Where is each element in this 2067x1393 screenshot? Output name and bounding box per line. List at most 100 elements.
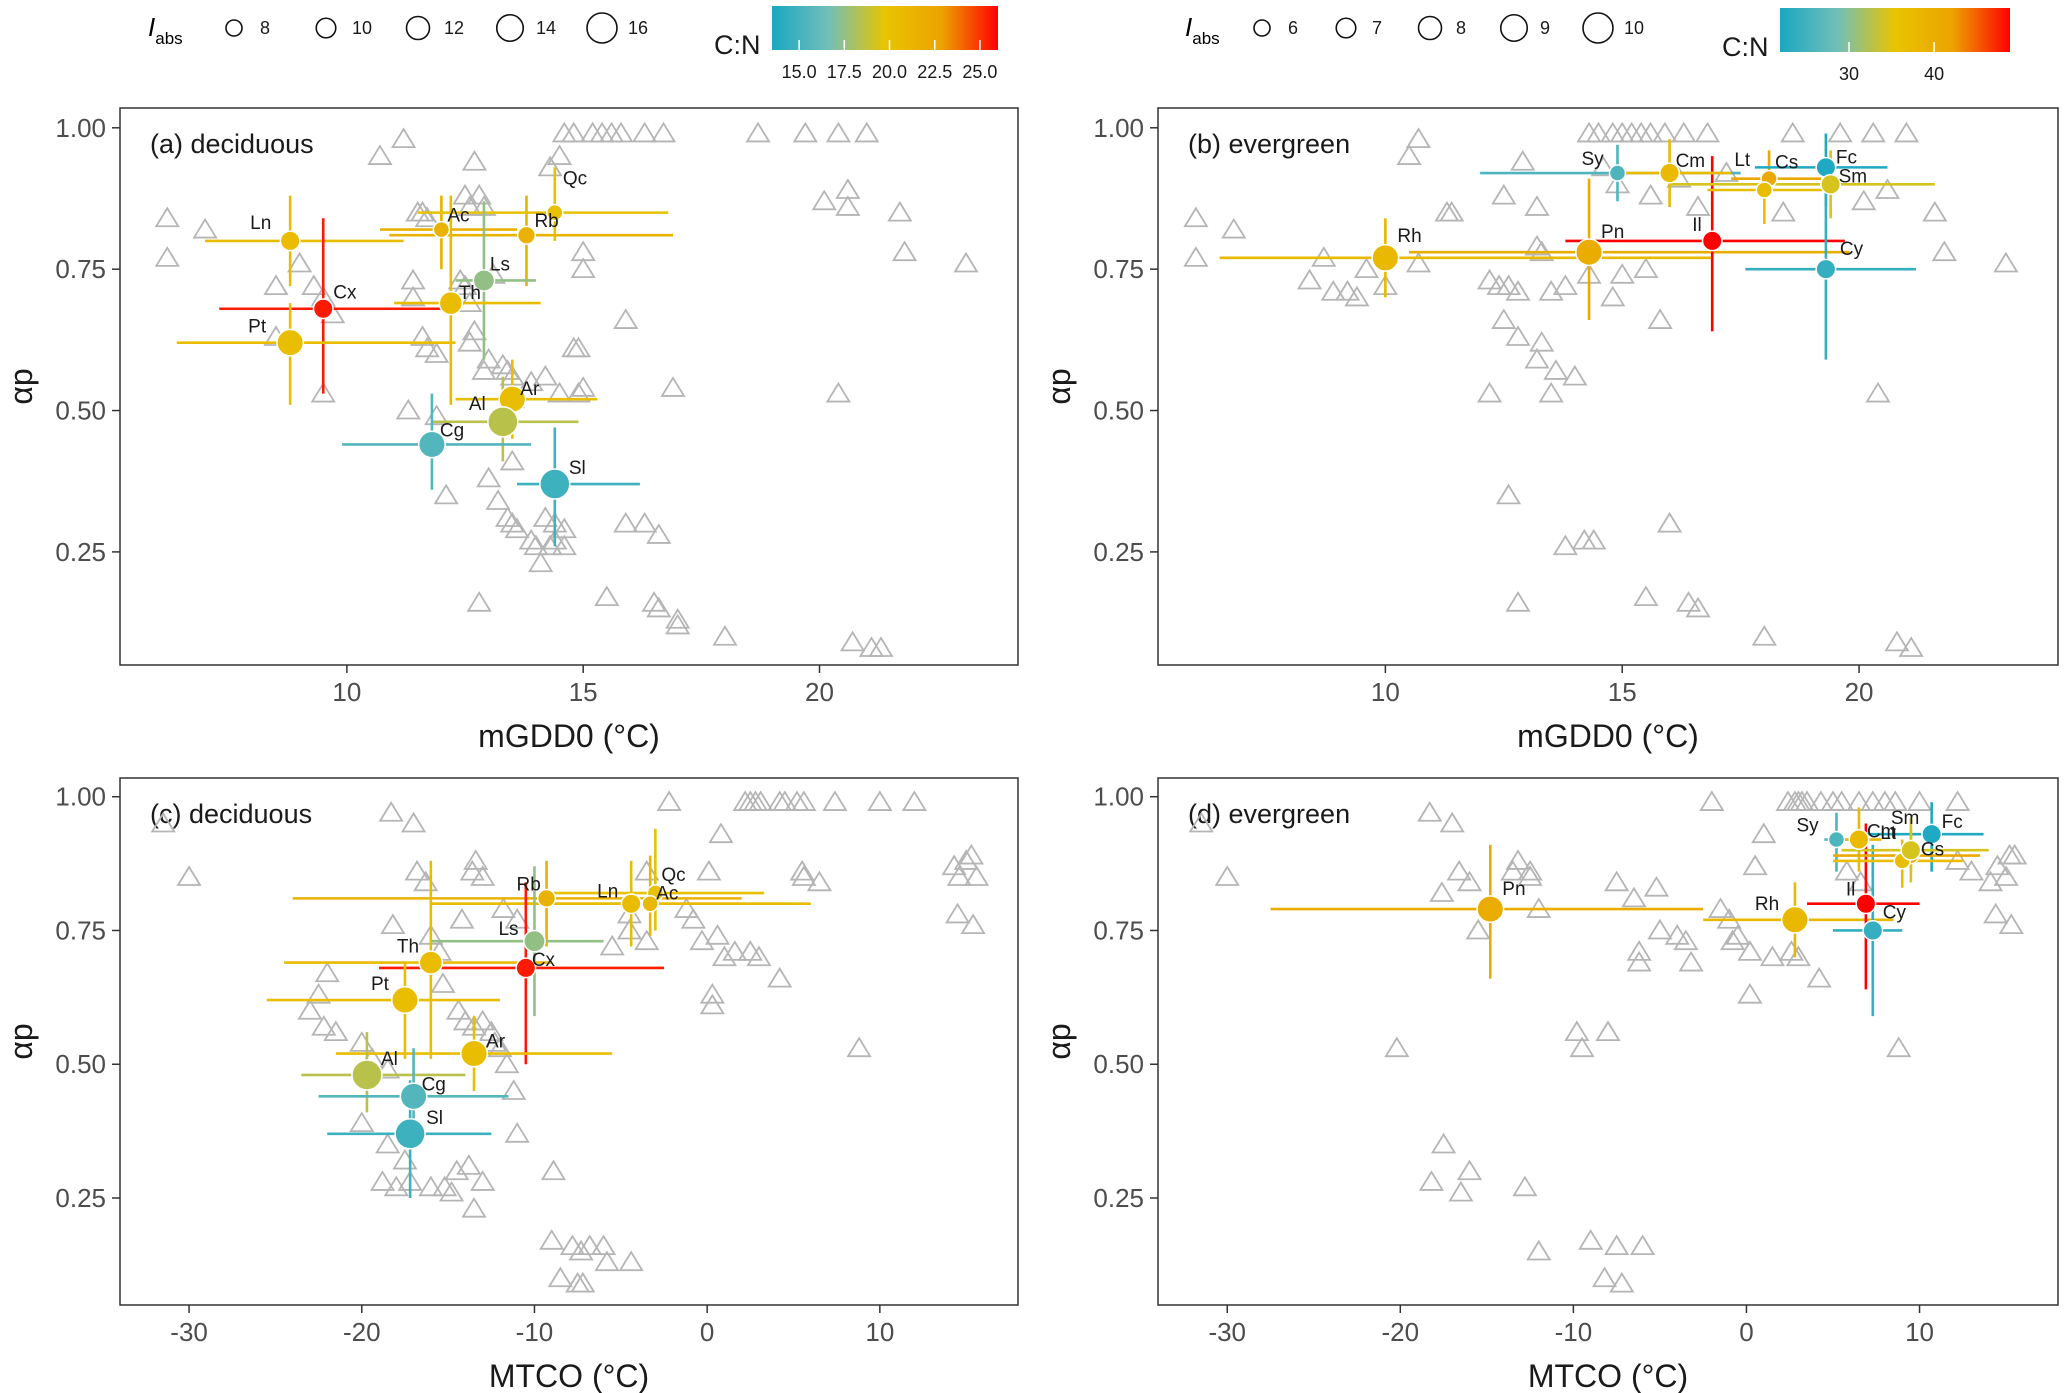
x-tick-label: -20 [343, 1317, 381, 1347]
background-triangle [414, 336, 440, 358]
panel-title: (d) evergreen [1188, 799, 1350, 829]
y-tick-label: 0.50 [55, 396, 106, 426]
background-triangle [1652, 121, 1678, 143]
background-triangle [791, 865, 817, 886]
background-triangle [1626, 950, 1652, 972]
background-triangle [1609, 263, 1635, 284]
background-triangle [570, 257, 596, 279]
background-triangle [263, 274, 289, 296]
background-triangle [634, 859, 660, 881]
background-triangle [673, 897, 700, 918]
background-triangle [414, 206, 440, 228]
background-triangle [192, 217, 218, 239]
species-point [1862, 919, 1884, 941]
colorbar-b [1780, 8, 2010, 52]
size-legend-a: 8 10 12 14 16 [225, 12, 648, 44]
species-label: Rb [517, 874, 541, 895]
species-label: Pn [1502, 879, 1525, 900]
background-triangle [963, 865, 990, 886]
species-point [641, 894, 659, 913]
background-triangle [791, 790, 817, 811]
background-triangle [577, 1234, 603, 1256]
species-point [1476, 895, 1505, 924]
x-tick-label: 20 [805, 677, 834, 707]
background-triangle [1590, 155, 1616, 177]
species-label: Lt [1734, 150, 1751, 171]
y-tick-label: 0.75 [1093, 915, 1144, 945]
colorbar-a [772, 6, 998, 50]
background-triangle [1591, 1266, 1618, 1288]
background-triangle [400, 285, 426, 307]
background-triangle [1604, 870, 1630, 892]
panel-title: (a) deciduous [150, 129, 314, 159]
background-triangle [154, 246, 180, 267]
background-triangle [457, 195, 483, 216]
background-triangle [570, 240, 596, 262]
background-triangle [1630, 1234, 1656, 1256]
species-point [546, 203, 564, 222]
species-label: Il [1846, 880, 1856, 901]
background-triangle [1998, 913, 2024, 935]
species-point [418, 950, 444, 975]
background-triangle [1922, 200, 1948, 222]
background-triangle [608, 121, 634, 143]
background-points [154, 121, 979, 657]
background-triangle [542, 528, 568, 550]
background-triangle [1794, 790, 1820, 811]
background-triangle [1996, 843, 2023, 865]
background-triangle [960, 913, 986, 935]
species-label: Ar [486, 1032, 506, 1053]
background-triangle [1505, 849, 1531, 870]
y-axis-title-text: αp [3, 1023, 39, 1059]
colorbar-tick-label: 17.5 [827, 62, 862, 82]
background-triangle [711, 945, 738, 967]
x-tick-label: 15 [569, 677, 598, 707]
background-triangle [367, 144, 393, 165]
background-triangle [854, 121, 880, 143]
background-triangle [1418, 1170, 1445, 1191]
background-triangle [378, 801, 404, 822]
species-point [438, 290, 464, 316]
background-triangle [400, 811, 427, 833]
background-triangle [1609, 1271, 1635, 1293]
background-triangle [722, 940, 748, 961]
background-triangle [1505, 280, 1531, 301]
background-triangle [456, 1154, 482, 1175]
background-triangle [1183, 206, 1209, 228]
background-points [150, 790, 990, 1293]
species-label: Pt [371, 974, 390, 995]
background-triangle [1517, 859, 1543, 881]
background-triangle [375, 1132, 401, 1154]
plot-frame [1157, 107, 2059, 666]
background-triangle [540, 1159, 567, 1181]
background-triangle [323, 1020, 349, 1042]
y-tick-label: 1.00 [1093, 782, 1144, 812]
background-triangle [1417, 801, 1443, 822]
background-triangle [311, 1015, 337, 1036]
background-triangle [546, 144, 573, 165]
background-triangle [1334, 280, 1361, 301]
background-triangle [745, 121, 771, 143]
background-triangle [457, 330, 483, 352]
species-point [620, 893, 642, 915]
colorbar-tick-label: 30 [1839, 64, 1859, 84]
background-triangle [310, 381, 336, 403]
background-triangle [1737, 940, 1763, 961]
species-points [276, 203, 571, 500]
background-triangle [494, 1052, 520, 1074]
background-triangle [1384, 1036, 1410, 1058]
species-point [399, 1082, 428, 1111]
background-triangle [594, 1250, 620, 1272]
species-label: Cm [1676, 151, 1706, 172]
background-triangle [1958, 859, 1985, 881]
background-triangle [1647, 918, 1673, 940]
background-triangle [1834, 859, 1860, 881]
background-triangle [1906, 790, 1933, 811]
background-triangle [523, 534, 549, 556]
background-triangle [528, 551, 554, 573]
species-label: Sl [426, 1108, 443, 1129]
background-triangle [665, 608, 691, 629]
